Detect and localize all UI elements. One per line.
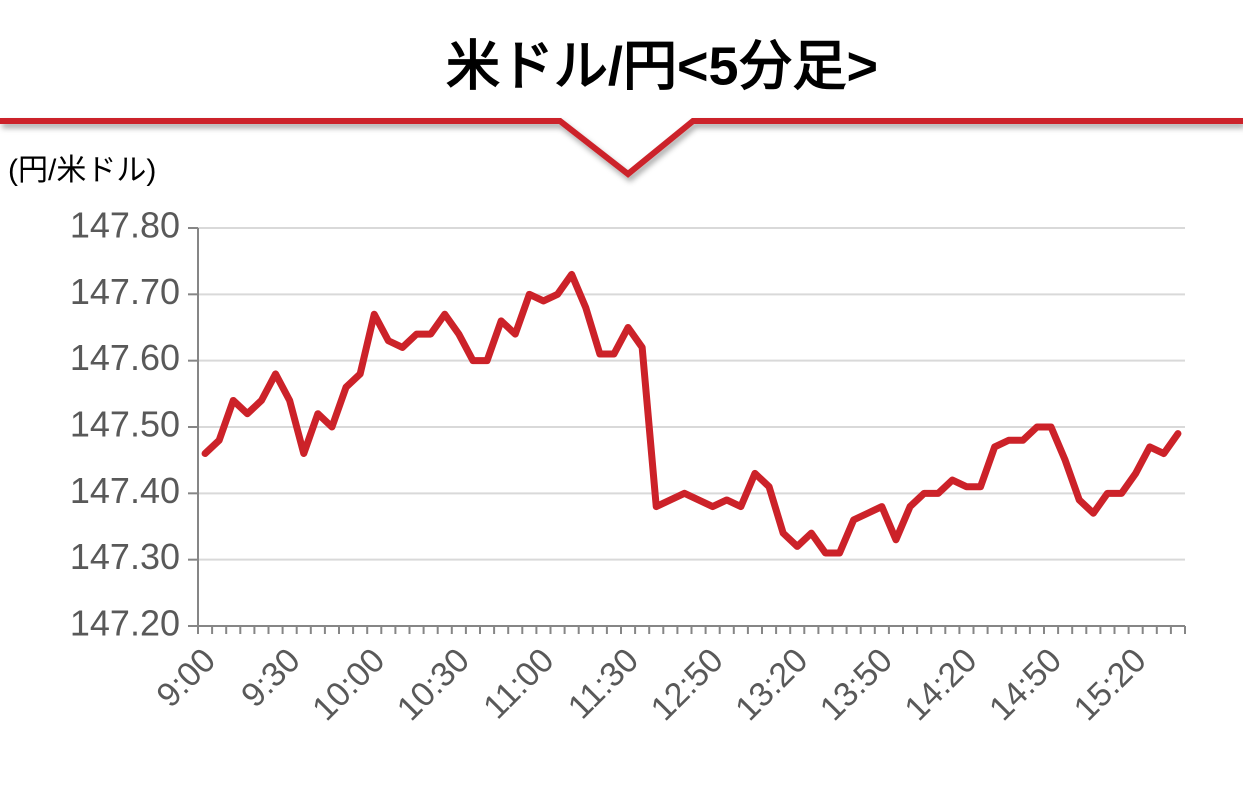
x-tick-label: 10:30 [390,641,477,728]
y-tick-label: 147.30 [70,536,180,577]
x-tick-label: 9:30 [234,641,308,715]
y-tick-label: 147.20 [70,603,180,644]
x-tick-label: 10:00 [305,641,392,728]
x-tick-label: 11:30 [561,641,646,726]
x-tick-label: 14:50 [982,641,1069,728]
x-tick-label: 9:00 [149,641,223,715]
plot-area: 147.20 147.30 147.40 147.50 147.60 147.70 147.… [70,205,1186,728]
data-line [201,270,1182,557]
y-tick-label: 147.50 [70,404,180,445]
x-tick-label: 14:20 [897,641,984,728]
x-tick-label: 15:20 [1067,641,1154,728]
y-tick-label: 147.80 [70,205,180,246]
x-tick-label: 13:50 [813,641,900,728]
y-tick-label: 147.70 [70,271,180,312]
y-tick-label: 147.40 [70,470,180,511]
y-axis-label: (円/米ドル) [8,154,156,187]
y-tick-label: 147.60 [70,337,180,378]
x-tick-label: 12:50 [644,641,731,728]
x-tick-label: 11:00 [476,641,561,726]
title-banner-line [0,118,1243,178]
x-tick-label: 13:20 [728,641,815,728]
chart-title: 米ドル/円<5分足> [446,36,878,96]
